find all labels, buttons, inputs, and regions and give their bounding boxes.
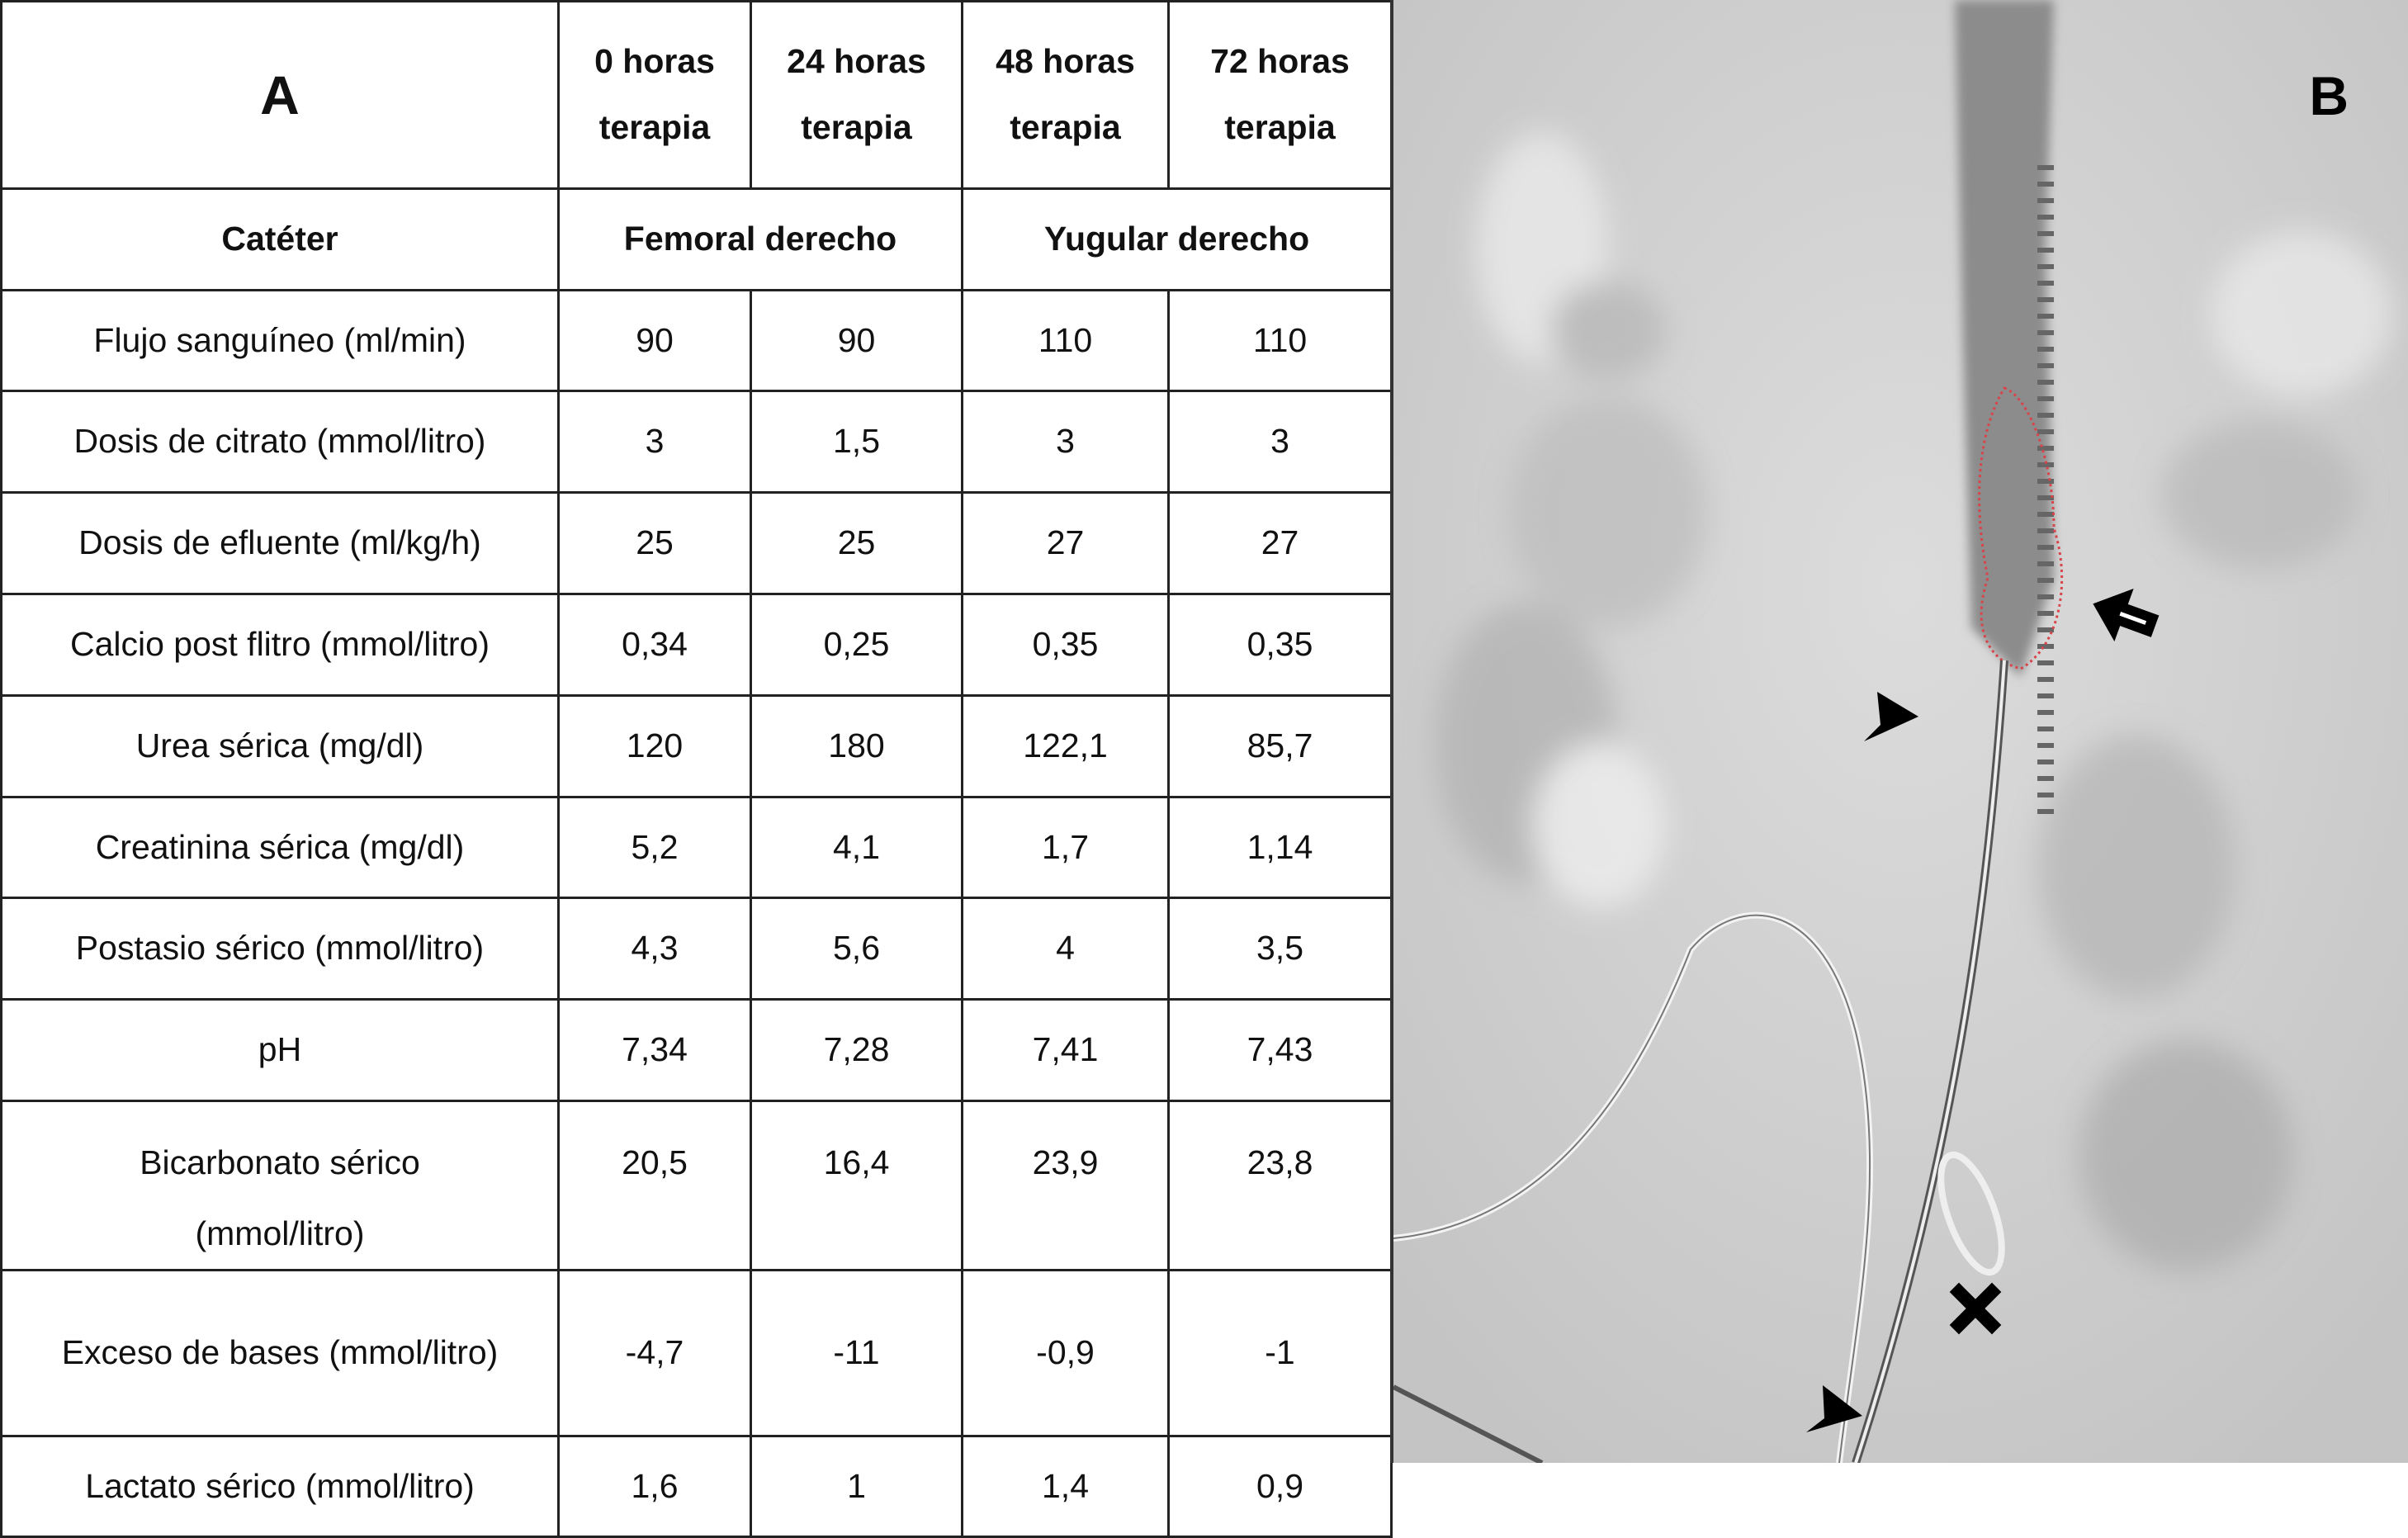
arrowhead-icon: [1806, 1385, 1862, 1432]
row-label: Dosis de citrato (mmol/litro): [0, 390, 560, 494]
panel-label-b: B: [2309, 65, 2349, 126]
cell-value: 7,43: [1167, 998, 1393, 1102]
cell-value: 4,1: [750, 796, 963, 899]
panel-a-table: A 0 horas terapia 24 horas terapia 48 ho…: [0, 0, 1393, 1538]
cell-value: 25: [750, 491, 963, 595]
cell-value: 23,9: [961, 1099, 1170, 1272]
cell-value: 23,8: [1167, 1099, 1393, 1272]
cell-value: 1,14: [1167, 796, 1393, 899]
cell-value: 7,28: [750, 998, 963, 1102]
column-header: 72 horas terapia: [1167, 0, 1393, 190]
cell-value: 110: [961, 289, 1170, 392]
row-label: Exceso de bases (mmol/litro): [0, 1269, 560, 1438]
table-row: Dosis de citrato (mmol/litro) 3 1,5 3 3: [0, 390, 1393, 494]
row-label: Calcio post flitro (mmol/litro): [0, 593, 560, 697]
row-label: Postasio sérico (mmol/litro): [0, 897, 560, 1001]
bowel-shadows: [1435, 132, 2392, 1271]
row-label: Bicarbonato sérico (mmol/litro): [0, 1099, 560, 1272]
cell-value: -11: [750, 1269, 963, 1438]
cell-value: 0,35: [1167, 593, 1393, 697]
panel-label-a: A: [0, 0, 560, 190]
cell-value: 3: [1167, 390, 1393, 494]
cell-value: 27: [961, 491, 1170, 595]
table-row: Lactato sérico (mmol/litro) 1,6 1 1,4 0,9: [0, 1435, 1393, 1538]
cell-value: 3,5: [1167, 897, 1393, 1001]
cell-value: 3: [557, 390, 752, 494]
cell-value: 1,6: [557, 1435, 752, 1538]
cell-value: 1,4: [961, 1435, 1170, 1538]
catheter-group: Femoral derecho: [557, 187, 963, 291]
therapy-table: A 0 horas terapia 24 horas terapia 48 ho…: [0, 0, 1393, 1538]
table-row: Calcio post flitro (mmol/litro) 0,34 0,25 0…: [0, 593, 1393, 697]
row-label: Urea sérica (mg/dl): [0, 694, 560, 798]
table-row: Creatinina sérica (mg/dl) 5,2 4,1 1,7 1,14: [0, 796, 1393, 899]
column-header: 24 horas terapia: [750, 0, 963, 190]
row-label: Flujo sanguíneo (ml/min): [0, 289, 560, 392]
cell-value: 16,4: [750, 1099, 963, 1272]
cell-value: 85,7: [1167, 694, 1393, 798]
catheter-row: Catéter Femoral derecho Yugular derecho: [0, 187, 1393, 291]
cell-value: 5,2: [557, 796, 752, 899]
cell-value: 0,25: [750, 593, 963, 697]
tube-loop: [1937, 1151, 2005, 1276]
cell-value: 90: [750, 289, 963, 392]
xray-image: [1393, 0, 2408, 1463]
column-header: 0 horas terapia: [557, 0, 752, 190]
table-row: Postasio sérico (mmol/litro) 4,3 5,6 4 3,5: [0, 897, 1393, 1001]
thrombus-outline: [1978, 386, 2064, 670]
cell-value: -1: [1167, 1269, 1393, 1438]
cell-value: 90: [557, 289, 752, 392]
arrow-icon: [2093, 589, 2160, 641]
cell-value: 0,9: [1167, 1435, 1393, 1538]
cell-value: 25: [557, 491, 752, 595]
cell-value: 1: [750, 1435, 963, 1538]
cell-value: 27: [1167, 491, 1393, 595]
catheter-label: Catéter: [0, 187, 560, 291]
row-label: Creatinina sérica (mg/dl): [0, 796, 560, 899]
x-mark-icon: [1949, 1282, 2002, 1335]
cell-value: 1,7: [961, 796, 1170, 899]
panel-b-xray-image: B: [1390, 0, 2408, 1463]
cell-value: 20,5: [557, 1099, 752, 1272]
cell-value: 120: [557, 694, 752, 798]
arrowhead-icon: [1864, 692, 1918, 741]
catheter-group: Yugular derecho: [961, 187, 1393, 291]
row-label: Dosis de efluente (ml/kg/h): [0, 491, 560, 595]
cell-value: 7,41: [961, 998, 1170, 1102]
table-row: Exceso de bases (mmol/litro) -4,7 -11 -0,9-…: [0, 1269, 1393, 1438]
table-row: pH 7,34 7,28 7,41 7,43: [0, 998, 1393, 1102]
cell-value: 0,35: [961, 593, 1170, 697]
cell-value: 122,1: [961, 694, 1170, 798]
table-row: Flujo sanguíneo (ml/min) 90 90 110 110: [0, 289, 1393, 392]
row-label: Lactato sérico (mmol/litro): [0, 1435, 560, 1538]
cell-value: -4,7: [557, 1269, 752, 1438]
row-label: pH: [0, 998, 560, 1102]
table-row: Bicarbonato sérico (mmol/litro) 20,5 16,4 2…: [0, 1099, 1393, 1272]
cell-value: 1,5: [750, 390, 963, 494]
contrast-filled-vein: [1955, 0, 2054, 677]
cell-value: 110: [1167, 289, 1393, 392]
cell-value: 4: [961, 897, 1170, 1001]
column-header: 48 horas terapia: [961, 0, 1170, 190]
cell-value: 0,34: [557, 593, 752, 697]
cell-value: 5,6: [750, 897, 963, 1001]
cell-value: 180: [750, 694, 963, 798]
cell-value: -0,9: [961, 1269, 1170, 1438]
table-row: Dosis de efluente (ml/kg/h) 25 25 27 27: [0, 491, 1393, 595]
cell-value: 4,3: [557, 897, 752, 1001]
cell-value: 3: [961, 390, 1170, 494]
cell-value: 7,34: [557, 998, 752, 1102]
table-row: Urea sérica (mg/dl) 120 180 122,1 85,7: [0, 694, 1393, 798]
header-row: A 0 horas terapia 24 horas terapia 48 ho…: [0, 0, 1393, 190]
